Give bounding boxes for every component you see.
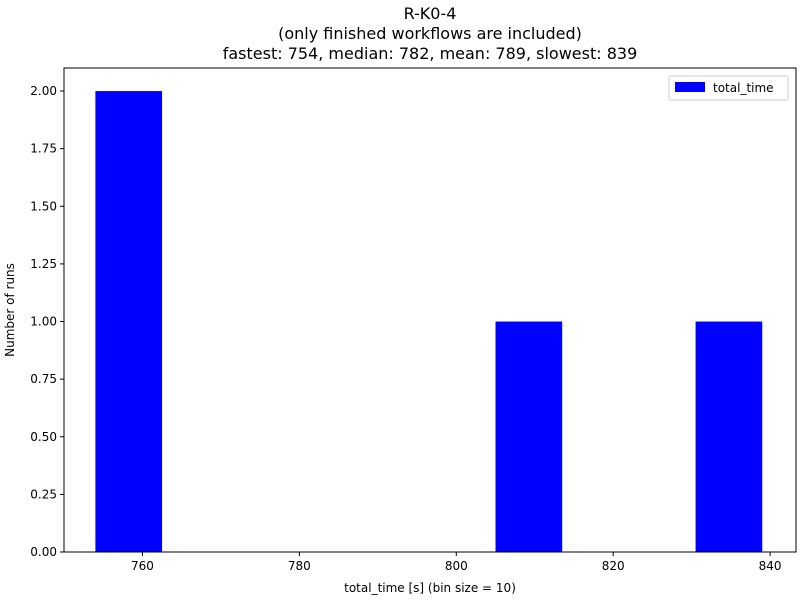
x-tick-label: 760 xyxy=(131,559,154,573)
axes-frame xyxy=(63,67,797,553)
y-tick-label: 0.00 xyxy=(30,545,57,559)
y-tick-label: 0.50 xyxy=(30,430,57,444)
y-tick-label: 2.00 xyxy=(30,84,57,98)
legend: total_time xyxy=(668,75,789,101)
title-line-1: R-K0-4 xyxy=(404,4,457,23)
chart-title: R-K0-4 (only finished workflows are incl… xyxy=(223,4,638,63)
y-axis-ticks: 0.00 0.25 0.50 0.75 1.00 1.25 1.50 1.75 2.00 xyxy=(30,84,64,559)
title-line-3: fastest: 754, median: 782, mean: 789, sl… xyxy=(223,44,638,63)
title-line-2: (only finished workflows are included) xyxy=(278,24,582,43)
x-axis-ticks: 760 780 800 820 840 xyxy=(131,552,782,573)
y-tick-label: 1.50 xyxy=(30,199,57,213)
y-tick-label: 1.25 xyxy=(30,257,57,271)
plot-area xyxy=(63,67,797,553)
y-tick-label: 0.25 xyxy=(30,487,57,501)
x-axis-label: total_time [s] (bin size = 10) xyxy=(344,581,516,595)
x-tick-label: 780 xyxy=(288,559,311,573)
histogram-bar-1 xyxy=(495,321,563,552)
histogram-bar-0 xyxy=(95,91,163,553)
x-tick-label: 820 xyxy=(602,559,625,573)
y-tick-label: 1.75 xyxy=(30,142,57,156)
legend-swatch xyxy=(675,82,705,92)
x-tick-label: 840 xyxy=(759,559,782,573)
histogram-bar-2 xyxy=(695,321,763,552)
y-axis-label: Number of runs xyxy=(3,263,17,357)
legend-label: total_time xyxy=(713,81,774,95)
y-tick-label: 0.75 xyxy=(30,372,57,386)
y-tick-label: 1.00 xyxy=(30,315,57,329)
x-tick-label: 800 xyxy=(445,559,468,573)
